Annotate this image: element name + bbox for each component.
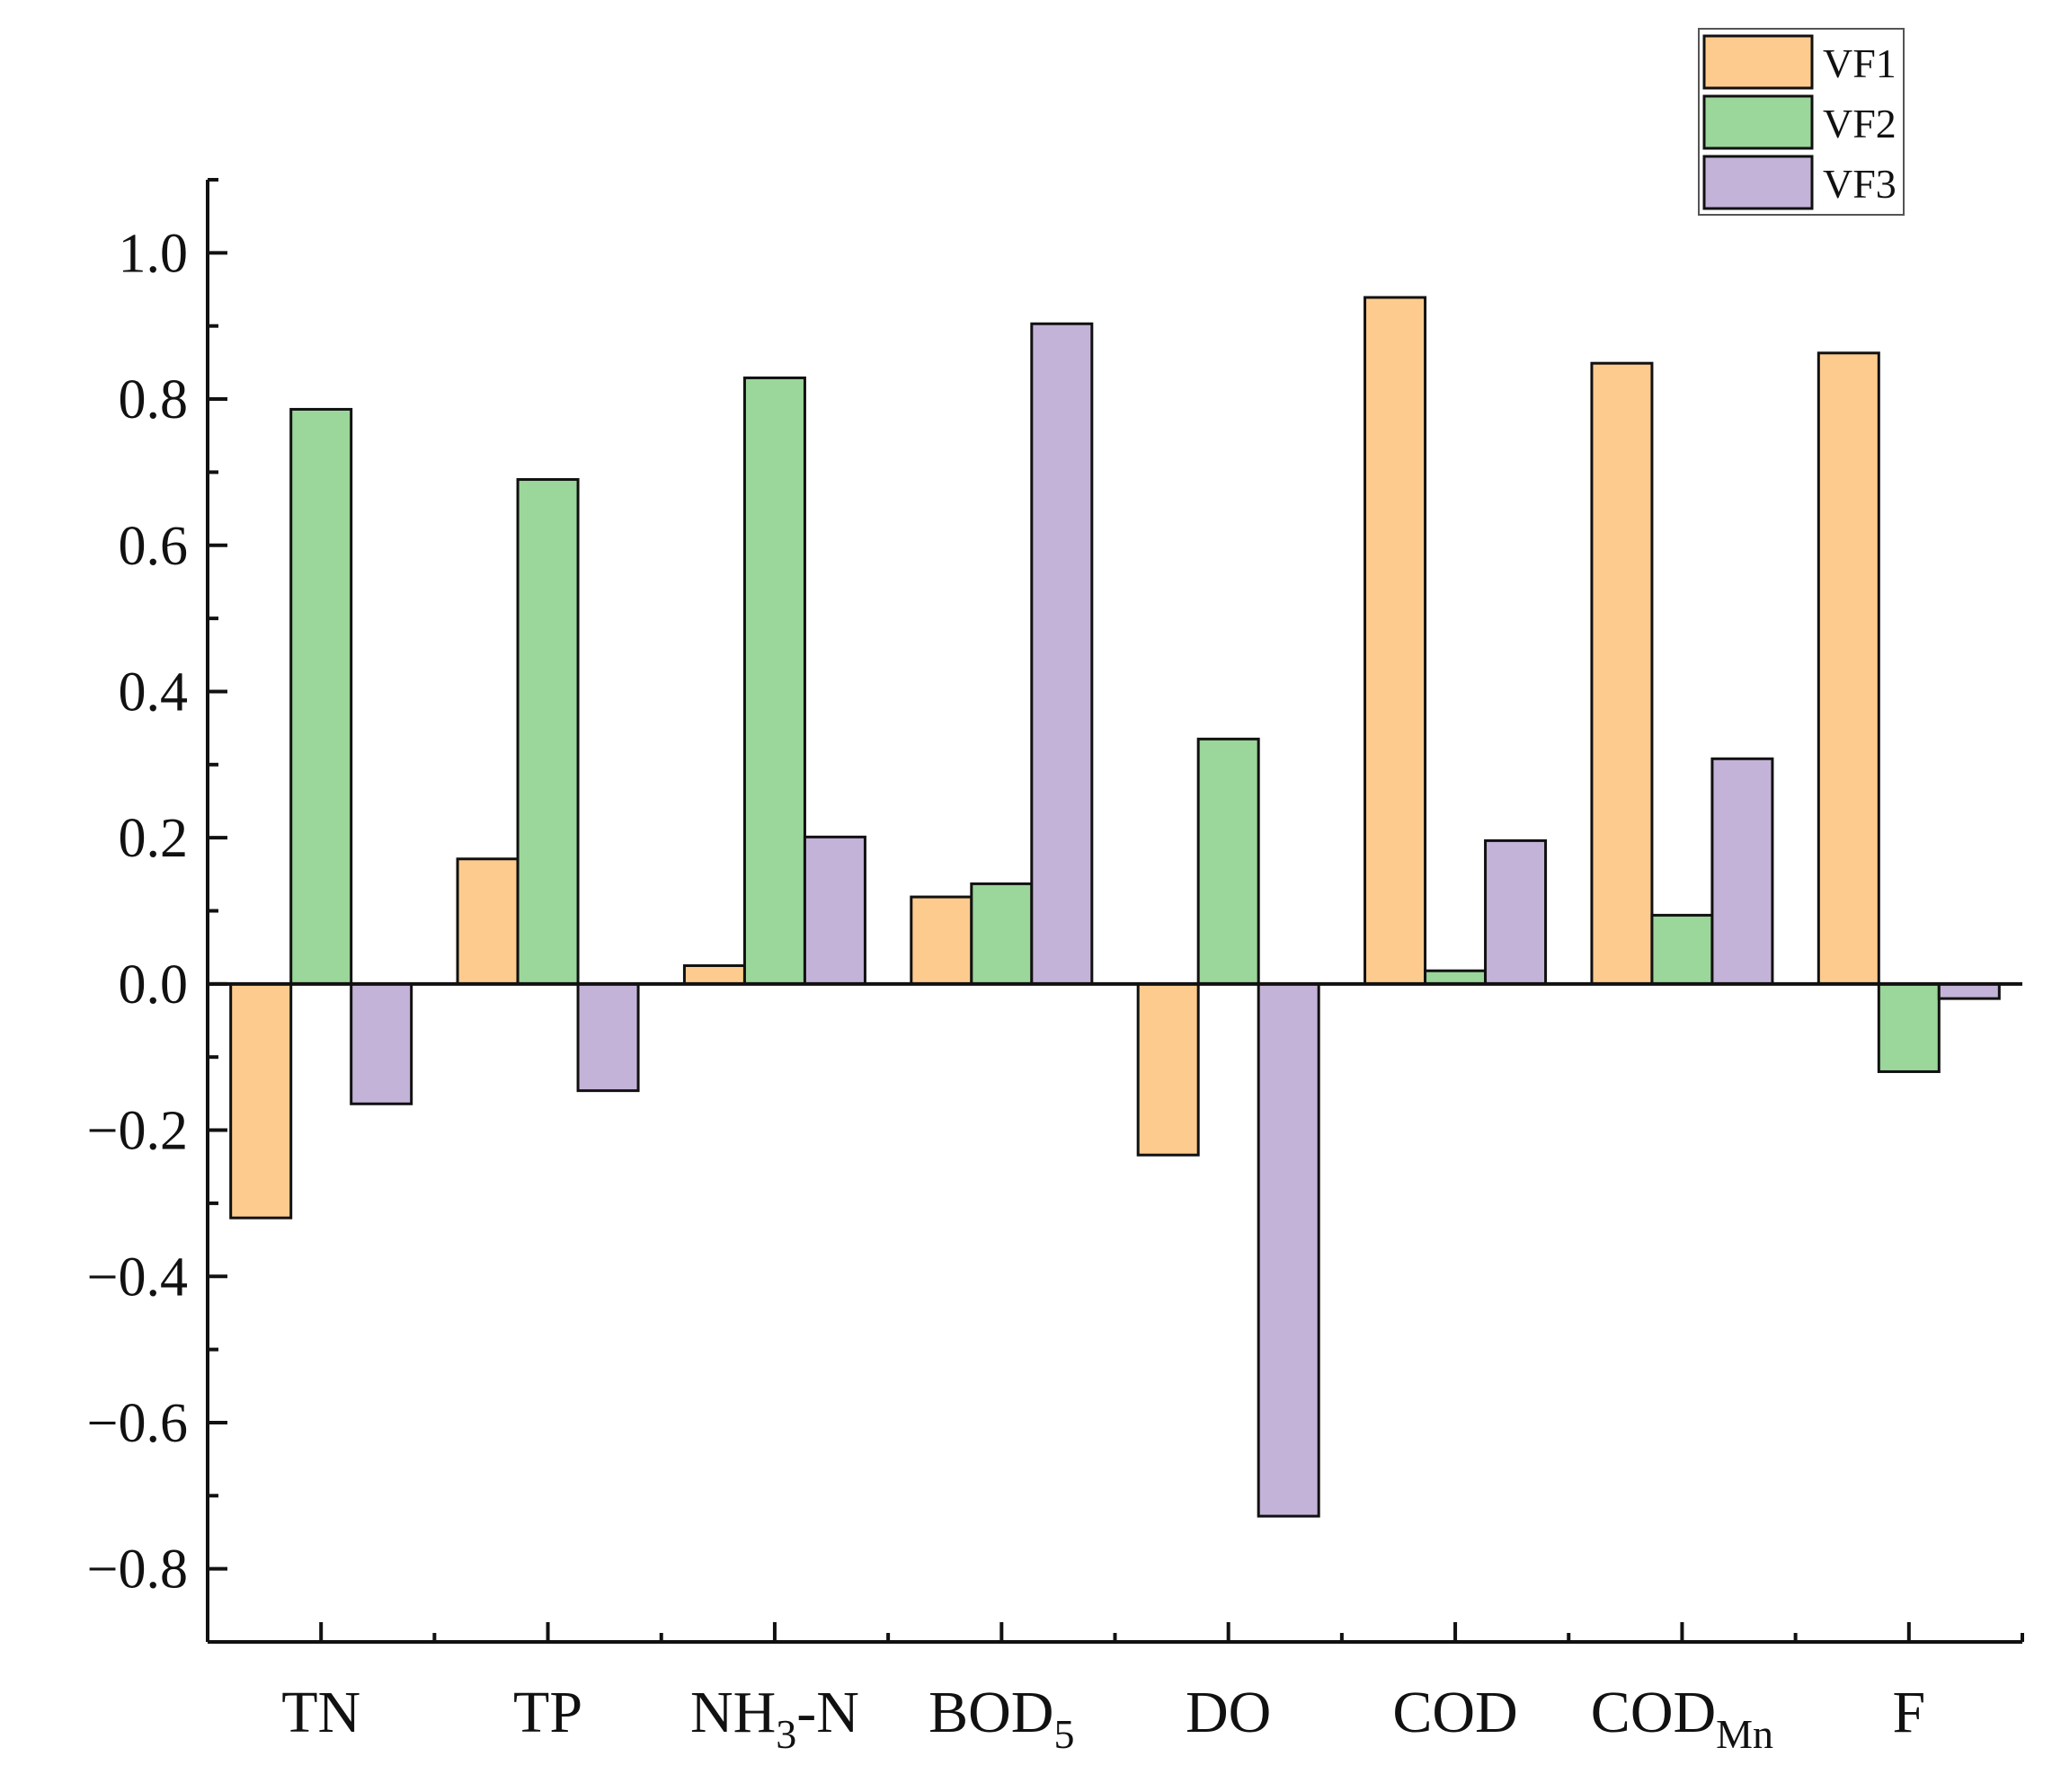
y-tick-label: 0.2 — [119, 808, 189, 869]
y-tick-label: −0.6 — [87, 1393, 188, 1454]
bar-vf1-1 — [456, 857, 520, 986]
bar-vf3-0 — [350, 982, 413, 1105]
bar-vf3-3 — [1030, 322, 1094, 986]
bar-vf1-3 — [910, 895, 973, 986]
bar-vf1-0 — [229, 982, 293, 1220]
bar-vf3-1 — [576, 982, 640, 1093]
bar-vf1-6 — [1590, 361, 1654, 986]
legend: VF1 VF2 VF3 — [1698, 28, 1905, 216]
y-tick-label: −0.2 — [87, 1101, 188, 1162]
x-tick-label: TP — [513, 1680, 582, 1745]
bar-vf3-6 — [1710, 757, 1774, 986]
y-tick-label: −0.4 — [87, 1246, 188, 1308]
y-tick-label: 0.6 — [119, 516, 189, 577]
bar-vf2-4 — [1196, 737, 1260, 986]
bar-vf2-3 — [970, 882, 1034, 986]
x-tick-label: CODMn — [1591, 1680, 1773, 1757]
legend-swatch-vf1 — [1702, 34, 1814, 90]
y-tick-label: 0.0 — [119, 954, 189, 1016]
y-tick-label: 1.0 — [119, 223, 189, 284]
y-tick-label: −0.8 — [87, 1539, 188, 1601]
x-tick-label: COD — [1392, 1680, 1517, 1745]
y-tick-label: 0.4 — [119, 661, 189, 723]
axes-layer: −0.8 −0.6 −0.4 −0.2 0.0 0.2 0.4 0.6 0.8 1.0 TN TP NH… — [87, 178, 2024, 1757]
bar-vf2-1 — [516, 478, 580, 986]
bar-vf3-5 — [1484, 838, 1548, 986]
bar-vf3-2 — [803, 835, 866, 986]
x-tick-label: TN — [281, 1680, 360, 1745]
bar-vf1-2 — [682, 964, 746, 986]
legend-label-vf3: VF3 — [1823, 161, 1897, 207]
bar-vf2-6 — [1650, 913, 1714, 986]
bar-vf3-7 — [1937, 982, 2001, 1000]
x-tick-label: NH3-N — [690, 1680, 859, 1757]
bar-vf2-0 — [289, 407, 353, 986]
legend-label-vf1: VF1 — [1823, 40, 1897, 86]
x-tick-label: DO — [1186, 1680, 1271, 1745]
legend-swatch-vf2 — [1702, 94, 1814, 150]
bar-vf3-4 — [1257, 982, 1320, 1518]
bar-vf1-5 — [1364, 296, 1427, 986]
bar-vf2-5 — [1424, 969, 1488, 986]
bars-layer — [229, 296, 2001, 1518]
y-tick-label: 0.8 — [119, 369, 189, 430]
legend-label-vf2: VF2 — [1823, 101, 1897, 146]
bar-vf2-7 — [1877, 982, 1941, 1073]
bar-vf1-7 — [1817, 351, 1880, 986]
bar-vf1-4 — [1136, 982, 1200, 1157]
legend-swatch-vf3 — [1702, 155, 1814, 210]
x-tick-label: F — [1892, 1680, 1925, 1745]
bar-vf2-2 — [742, 376, 806, 986]
x-tick-label: BOD5 — [928, 1680, 1074, 1757]
